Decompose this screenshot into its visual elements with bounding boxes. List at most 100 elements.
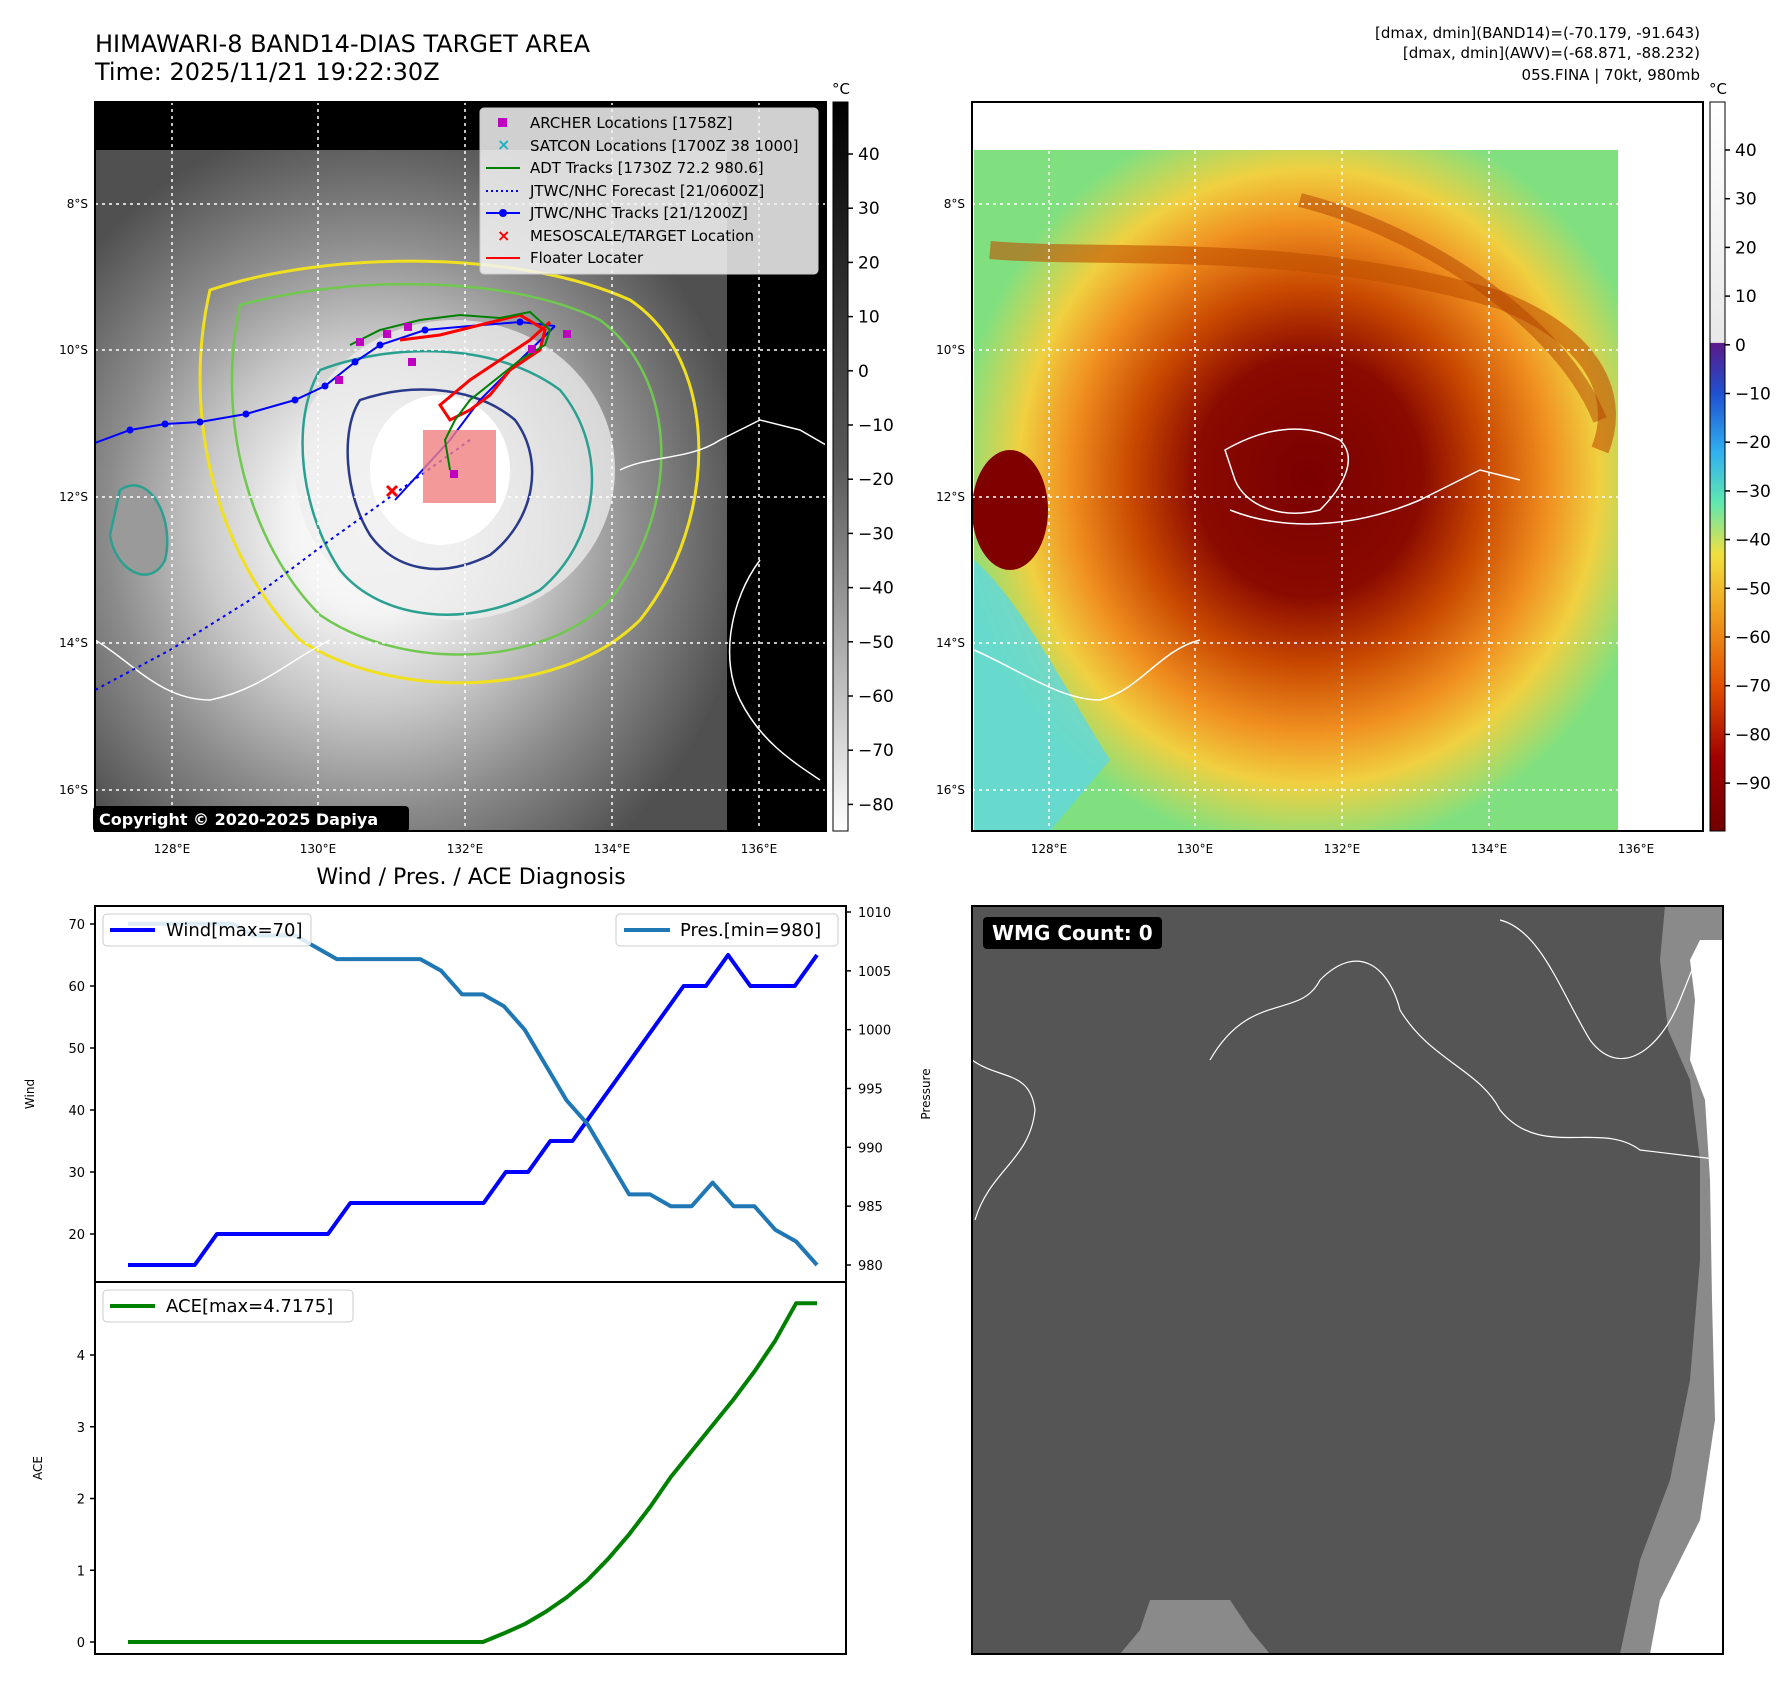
sat-colorbar-tick-label: −70 xyxy=(858,741,894,761)
ace-legend: ACE[max=4.7175] xyxy=(102,1289,354,1323)
sat-title-line2: Time: 2025/11/21 19:22:30Z xyxy=(94,58,440,86)
awv-colorbar-unit: °C xyxy=(1709,80,1727,98)
legend-forecast: JTWC/NHC Forecast [21/0600Z] xyxy=(529,182,764,200)
pres-axis-tick-label: 1000 xyxy=(858,1024,891,1039)
awv-lat-label: 8°S xyxy=(944,197,965,211)
awv-colorbar-tick-label: 10 xyxy=(1735,287,1757,307)
sat-colorbar-tick-label: −50 xyxy=(858,633,894,653)
sat-colorbar-tick-label: −60 xyxy=(858,687,894,707)
awv-lon-label: 128°E xyxy=(1031,842,1068,856)
pres-axis-tick-label: 1005 xyxy=(858,965,891,980)
awv-lat-label: 10°S xyxy=(936,343,965,357)
sat-colorbar-unit: °C xyxy=(832,80,850,98)
awv-colorbar-tick-label: 30 xyxy=(1735,190,1757,210)
ace-axis-tick-label: 4 xyxy=(77,1349,85,1364)
legend-floater: Floater Locater xyxy=(530,249,644,267)
wind-axis-tick-label: 50 xyxy=(68,1042,85,1057)
wmg-badge xyxy=(983,917,1162,949)
wmg-frame xyxy=(971,905,1724,1655)
wind-axis-tick-label: 60 xyxy=(68,980,85,995)
legend-archer-marker xyxy=(498,118,507,127)
awv-lat-label: 12°S xyxy=(936,490,965,504)
wind-pres-frame xyxy=(94,905,847,1283)
pres-axis-tick-label: 985 xyxy=(858,1200,883,1215)
pres-axis-tick-label: 1010 xyxy=(858,906,891,921)
ace-axis-tick-label: 0 xyxy=(77,1636,85,1651)
pres-legend: Pres.[min=980] xyxy=(615,913,839,947)
wind-ylabel: Wind xyxy=(23,1079,37,1109)
awv-colorbar-tick-label: −80 xyxy=(1735,725,1771,745)
ace-axis-tick-label: 1 xyxy=(77,1564,85,1579)
awv-plot-frame xyxy=(971,101,1704,832)
wind-legend-label: Wind[max=70] xyxy=(166,920,303,941)
awv-colorbar-tick-label: 40 xyxy=(1735,141,1757,161)
pres-axis-tick-label: 995 xyxy=(858,1083,883,1098)
sat-colorbar-tick-label: 10 xyxy=(858,308,880,328)
diag-title: Wind / Pres. / ACE Diagnosis xyxy=(316,865,625,890)
sat-lat-label: 16°S xyxy=(59,783,88,797)
pres-legend-label: Pres.[min=980] xyxy=(680,920,821,941)
awv-colorbar-tick-label: −40 xyxy=(1735,531,1771,551)
sat-lat-label: 10°S xyxy=(59,343,88,357)
awv-colorbar-tick-label: 20 xyxy=(1735,238,1757,258)
sat-colorbar-tick-label: −80 xyxy=(858,795,894,815)
sat-lon-label: 134°E xyxy=(594,842,631,856)
ace-series-line xyxy=(128,1301,817,1644)
sat-lat-label: 8°S xyxy=(67,197,88,211)
awv-colorbar-tick-label: −70 xyxy=(1735,677,1771,697)
awv-lat-label: 14°S xyxy=(936,636,965,650)
ace-legend-label: ACE[max=4.7175] xyxy=(166,1296,333,1317)
awv-colorbar-tick-label: −30 xyxy=(1735,482,1771,502)
sat-colorbar-tick-label: −10 xyxy=(858,416,894,436)
ace-ylabel: ACE xyxy=(31,1456,45,1480)
wind-axis-tick-label: 70 xyxy=(68,918,85,933)
awv-colorbar-tick-label: 0 xyxy=(1735,336,1746,356)
sat-colorbar-tick-label: −30 xyxy=(858,524,894,544)
sat-colorbar-tick-label: −20 xyxy=(858,470,894,490)
awv-lon-label: 132°E xyxy=(1324,842,1361,856)
legend-adt: ADT Tracks [1730Z 72.2 980.6] xyxy=(530,159,764,177)
wmg-image xyxy=(972,906,1723,1654)
legend-tracks-marker xyxy=(499,209,507,217)
ace-axis-tick-label: 3 xyxy=(77,1421,85,1436)
awv-colorbar-tick-label: −20 xyxy=(1735,433,1771,453)
sat-plot-frame xyxy=(94,101,827,832)
sat-colorbar-tick-label: 40 xyxy=(858,145,880,165)
awv-info-line3: 05S.FINA | 70kt, 980mb xyxy=(1522,66,1700,84)
legend-satcon-marker: × xyxy=(497,135,510,154)
legend-mesoscale-marker: × xyxy=(497,226,510,245)
wind-axis-tick-label: 40 xyxy=(68,1104,85,1119)
legend-archer: ARCHER Locations [1758Z] xyxy=(530,114,733,132)
sat-colorbar-tick-label: −40 xyxy=(858,579,894,599)
awv-lat-label: 16°S xyxy=(936,783,965,797)
ace-axis-tick-label: 2 xyxy=(77,1493,85,1508)
awv-lon-label: 136°E xyxy=(1618,842,1655,856)
sat-lon-label: 128°E xyxy=(154,842,191,856)
sat-colorbar-tick-label: 20 xyxy=(858,253,880,273)
awv-lon-label: 130°E xyxy=(1177,842,1214,856)
wind-legend: Wind[max=70] xyxy=(102,913,312,947)
pres-axis-tick-label: 980 xyxy=(858,1259,883,1274)
sat-legend: ARCHER Locations [1758Z] × SATCON Locati… xyxy=(479,107,819,275)
awv-colorbar-tick-label: −60 xyxy=(1735,628,1771,648)
awv-colorbar-tick-label: −10 xyxy=(1735,385,1771,405)
awv-colorbar-tick-label: −90 xyxy=(1735,774,1771,794)
copyright-text: Copyright © 2020-2025 Dapiya xyxy=(99,810,378,829)
ace-frame xyxy=(94,1281,847,1655)
pres-ylabel: Pressure xyxy=(919,1068,933,1119)
wind-axis-tick-label: 30 xyxy=(68,1166,85,1181)
awv-info-line1: [dmax, dmin](BAND14)=(-70.179, -91.643) xyxy=(1375,24,1700,42)
legend-mesoscale: MESOSCALE/TARGET Location xyxy=(530,227,754,245)
awv-image xyxy=(972,102,1703,831)
awv-colorbar xyxy=(1709,101,1726,832)
sat-lon-label: 130°E xyxy=(300,842,337,856)
wmg-count: WMG Count: 0 xyxy=(992,921,1153,945)
wind-axis-tick-label: 20 xyxy=(68,1228,85,1243)
awv-colorbar-tick-label: −50 xyxy=(1735,579,1771,599)
sat-colorbar xyxy=(832,101,849,832)
sat-lon-label: 136°E xyxy=(741,842,778,856)
legend-satcon: SATCON Locations [1700Z 38 1000] xyxy=(530,137,798,155)
sat-colorbar-tick-label: 30 xyxy=(858,199,880,219)
awv-lon-label: 134°E xyxy=(1471,842,1508,856)
